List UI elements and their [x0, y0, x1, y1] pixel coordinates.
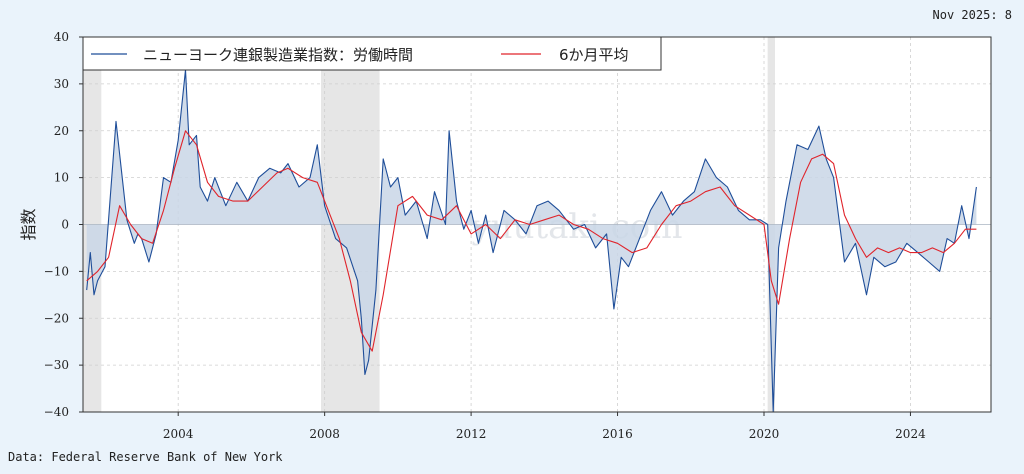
y-tick-label-8: 40: [54, 30, 69, 44]
y-tick-label-2: −20: [44, 311, 69, 325]
y-tick-label-4: 0: [61, 218, 69, 232]
y-tick-label-5: 10: [54, 171, 69, 185]
x-tick-label-0: 2004: [163, 427, 194, 441]
series-line-labor-hours: [86, 69, 977, 413]
y-tick-labels: −40 −30 −20 −10 0 10 20 30 40: [44, 30, 83, 419]
x-tick-label-1: 2008: [309, 427, 340, 441]
y-tick-label-1: −30: [44, 358, 69, 372]
y-tick-label-7: 30: [54, 77, 69, 91]
y-tick-label-6: 20: [54, 124, 69, 138]
x-tick-label-5: 2024: [895, 427, 926, 441]
y-tick-label-3: −10: [44, 264, 69, 278]
x-tick-labels: 2004 2008 2012 2016 2020 2024: [163, 412, 926, 441]
series-line-6m-average: [86, 130, 977, 352]
legend-label-ma: 6か月平均: [559, 46, 629, 64]
legend-label-series: ニューヨーク連銀製造業指数：労働時間: [143, 46, 413, 64]
grid-lines: [83, 37, 991, 412]
latest-value-label: Nov 2025: 8: [932, 8, 1012, 22]
y-axis-label: 指数: [19, 208, 38, 240]
source-note: Data: Federal Reserve Bank of New York: [8, 450, 283, 464]
legend-box: [82, 36, 662, 71]
x-tick-label-4: 2020: [749, 427, 780, 441]
x-tick-label-3: 2016: [602, 427, 633, 441]
legend: ニューヨーク連銀製造業指数：労働時間 6か月平均: [82, 36, 662, 71]
x-tick-label-2: 2012: [456, 427, 487, 441]
y-tick-label-0: −40: [44, 405, 69, 419]
